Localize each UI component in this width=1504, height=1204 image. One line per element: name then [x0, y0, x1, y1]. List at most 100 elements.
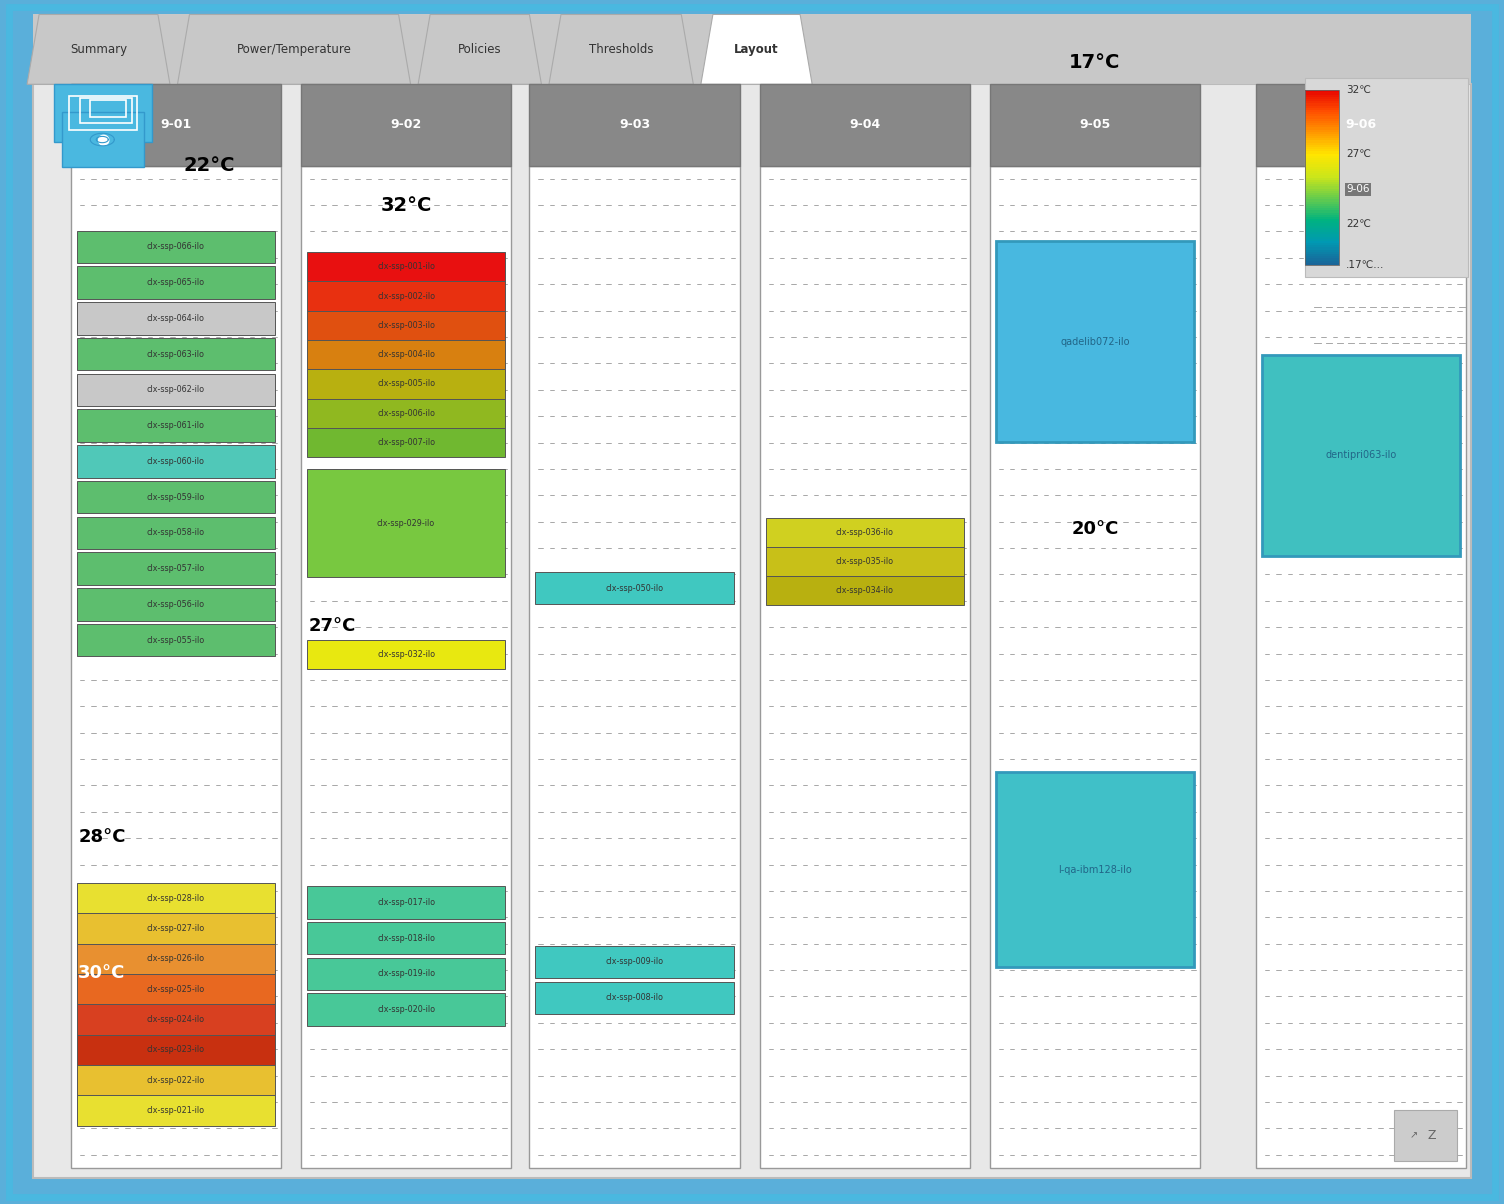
Bar — [1305, 179, 1339, 182]
Bar — [77, 974, 275, 1004]
Bar — [307, 282, 505, 311]
Bar — [77, 445, 275, 478]
Text: clx-ssp-058-ilo: clx-ssp-058-ilo — [147, 529, 205, 537]
Text: clx-ssp-001-ilo: clx-ssp-001-ilo — [378, 262, 435, 271]
Text: clx-ssp-021-ilo: clx-ssp-021-ilo — [147, 1106, 205, 1115]
Text: clx-ssp-064-ilo: clx-ssp-064-ilo — [147, 314, 205, 323]
Bar — [77, 553, 275, 585]
Bar — [1305, 177, 1339, 179]
Bar — [1305, 220, 1339, 224]
Text: 32℃: 32℃ — [1346, 85, 1372, 95]
Bar — [1305, 158, 1339, 160]
Bar — [1305, 90, 1339, 265]
Bar — [1305, 194, 1339, 197]
Text: dentipri063-ilo: dentipri063-ilo — [1325, 450, 1397, 460]
Text: 9-02: 9-02 — [391, 118, 421, 131]
Text: clx-ssp-035-ilo: clx-ssp-035-ilo — [836, 557, 893, 566]
Bar — [301, 84, 511, 165]
Bar — [1305, 262, 1339, 265]
Bar — [77, 588, 275, 620]
Bar — [1305, 252, 1339, 254]
Text: clx-ssp-029-ilo: clx-ssp-029-ilo — [378, 519, 435, 527]
Bar — [1305, 99, 1339, 101]
Bar — [1305, 244, 1339, 248]
Bar — [77, 1096, 275, 1126]
Bar — [1305, 110, 1339, 112]
Bar — [1305, 234, 1339, 236]
Text: 9-03: 9-03 — [620, 118, 650, 131]
Text: clx-ssp-004-ilo: clx-ssp-004-ilo — [378, 350, 435, 359]
Bar — [1305, 207, 1339, 211]
Text: clx-ssp-059-ilo: clx-ssp-059-ilo — [147, 492, 205, 502]
Bar — [1305, 196, 1339, 200]
Bar — [307, 886, 505, 919]
Bar — [1305, 236, 1339, 238]
Bar — [1305, 105, 1339, 107]
Bar — [1305, 159, 1339, 163]
Bar — [1305, 247, 1339, 249]
Bar — [307, 922, 505, 955]
Bar — [307, 252, 505, 282]
Text: clx-ssp-060-ilo: clx-ssp-060-ilo — [147, 456, 205, 466]
Bar — [71, 165, 281, 1168]
Text: Layout: Layout — [734, 43, 779, 55]
Bar — [1305, 131, 1339, 134]
Text: 27°C: 27°C — [308, 618, 355, 635]
Text: clx-ssp-006-ilo: clx-ssp-006-ilo — [378, 408, 435, 418]
Bar — [766, 577, 964, 606]
Bar — [1262, 355, 1460, 556]
Bar — [71, 84, 281, 165]
Text: clx-ssp-018-ilo: clx-ssp-018-ilo — [378, 933, 435, 943]
Bar — [1305, 164, 1339, 166]
Bar — [1305, 116, 1339, 119]
Bar — [1305, 212, 1339, 214]
Text: clx-ssp-025-ilo: clx-ssp-025-ilo — [147, 985, 205, 993]
Bar — [1305, 129, 1339, 131]
Bar — [1305, 140, 1339, 142]
Bar — [307, 311, 505, 340]
Bar — [307, 399, 505, 427]
Bar — [77, 266, 275, 299]
Bar — [77, 1034, 275, 1064]
Bar — [1305, 175, 1339, 177]
Bar — [1305, 171, 1339, 173]
Bar — [1305, 123, 1339, 125]
Bar — [307, 468, 505, 577]
Bar — [1305, 92, 1339, 95]
Bar — [1305, 218, 1339, 222]
Bar — [307, 340, 505, 370]
Bar — [1305, 124, 1339, 128]
Text: clx-ssp-062-ilo: clx-ssp-062-ilo — [147, 385, 205, 395]
Bar — [1305, 136, 1339, 138]
Bar — [535, 981, 734, 1014]
Text: 20°C: 20°C — [1071, 520, 1119, 537]
Text: 9-06: 9-06 — [1346, 118, 1376, 131]
Bar — [1305, 182, 1339, 184]
Bar — [760, 84, 970, 165]
Text: clx-ssp-034-ilo: clx-ssp-034-ilo — [836, 586, 893, 595]
Text: 22°C: 22°C — [183, 157, 235, 175]
Bar — [1305, 102, 1339, 106]
Text: clx-ssp-056-ilo: clx-ssp-056-ilo — [147, 600, 205, 609]
Bar — [77, 231, 275, 264]
Bar — [535, 946, 734, 978]
Bar — [307, 370, 505, 399]
Bar — [1305, 118, 1339, 120]
Bar — [1305, 166, 1339, 169]
Bar — [77, 302, 275, 335]
Text: 17°C: 17°C — [1069, 53, 1120, 72]
Bar — [535, 572, 734, 604]
Bar — [1305, 217, 1339, 219]
Bar — [1305, 241, 1339, 243]
Bar — [1305, 89, 1339, 93]
Bar — [77, 338, 275, 371]
Text: clx-ssp-065-ilo: clx-ssp-065-ilo — [147, 278, 205, 287]
Text: clx-ssp-022-ilo: clx-ssp-022-ilo — [147, 1075, 205, 1085]
Bar — [1305, 120, 1339, 123]
Bar — [1305, 94, 1339, 96]
Text: Policies: Policies — [457, 43, 502, 55]
Text: clx-ssp-050-ilo: clx-ssp-050-ilo — [606, 584, 663, 592]
Text: 9-04: 9-04 — [850, 118, 880, 131]
Bar — [996, 773, 1194, 968]
Bar — [529, 165, 740, 1168]
